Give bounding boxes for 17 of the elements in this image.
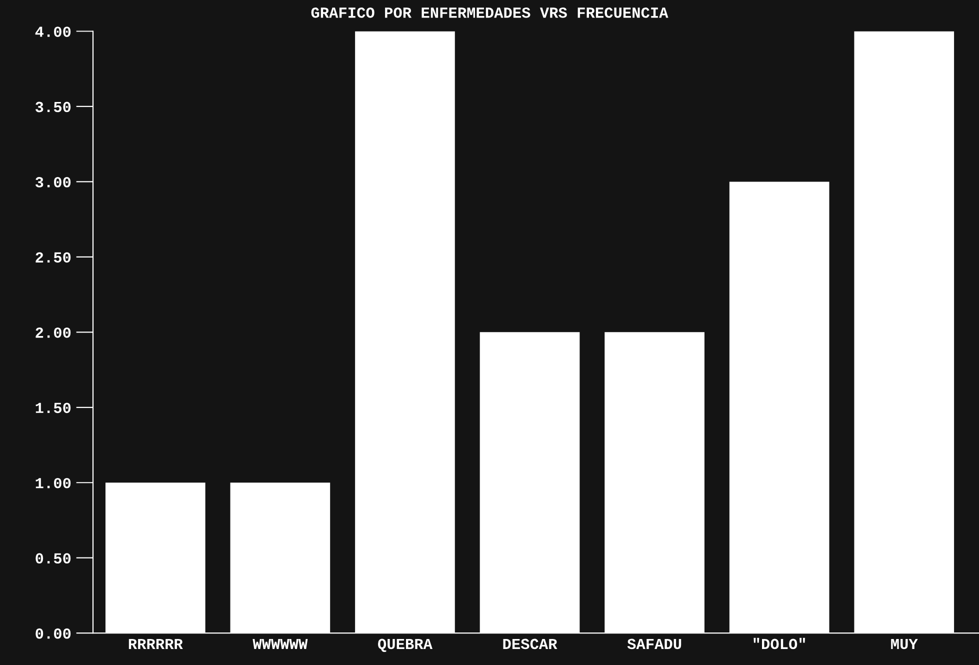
y-tick-label: 2.00 xyxy=(36,327,71,338)
y-tick-label: 1.00 xyxy=(36,478,71,488)
x-tick-label: QUEBRA xyxy=(378,638,432,652)
x-tick-label: WWWWWW xyxy=(252,638,308,650)
x-tick-label: DESCAR xyxy=(503,638,558,650)
y-tick-label: 3.50 xyxy=(35,102,71,112)
y-tick-label: 0.00 xyxy=(36,628,71,639)
y-tick-label: 3.00 xyxy=(35,177,71,188)
x-tick-label: SAFADU xyxy=(627,638,682,650)
y-tick-label: 1.50 xyxy=(36,402,71,414)
y-tick-label: 4.00 xyxy=(35,26,71,37)
x-tick-label: RRRRRR xyxy=(128,638,183,650)
x-tick-label: "DOLO" xyxy=(754,638,805,650)
x-tick-label: MUY xyxy=(891,638,918,650)
chart-title: GRAFICO POR ENFERMEDADES VRS FRECUENCIA xyxy=(311,8,668,18)
y-tick-label: 2.50 xyxy=(36,252,71,263)
y-tick-label: 0.50 xyxy=(36,553,71,564)
